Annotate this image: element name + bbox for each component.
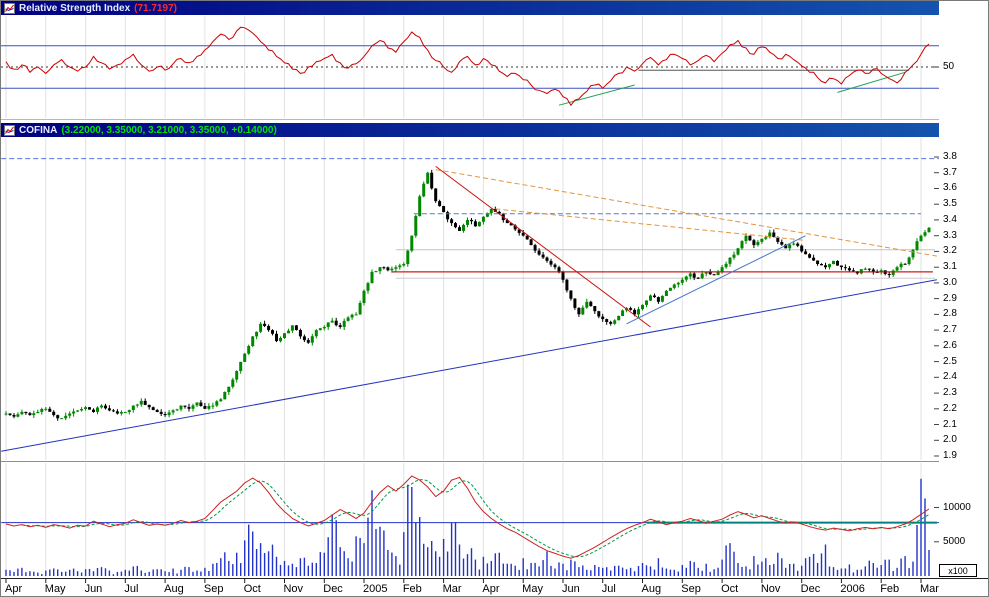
x-axis-month-label: Nov xyxy=(283,583,304,595)
price-axis-label: 3.3 xyxy=(943,229,957,241)
price-axis-label: 2.6 xyxy=(943,339,957,351)
rsi-axis-label: 50 xyxy=(943,61,955,72)
price-axis-label: 3.0 xyxy=(943,276,957,288)
x-axis-month-label: Jul xyxy=(124,583,139,595)
cofina-quote: (3.22000, 3.35000, 3.21000, 3.35000, +0.… xyxy=(61,124,277,136)
x-axis-month-label: Oct xyxy=(243,583,261,595)
x-axis-month-label: Sep xyxy=(681,583,701,595)
x-axis-ticks xyxy=(5,579,922,583)
volume-axis-label: 10000 xyxy=(943,501,971,513)
x-axis-month-label: May xyxy=(522,583,543,595)
x-axis-month-label: Mar xyxy=(442,583,462,595)
month-gridlines xyxy=(5,138,922,460)
price-axis-label: 2.1 xyxy=(943,418,957,430)
x-axis: Apr May Jun Jul Aug Sep Oct Nov Dec 2005 Feb Mar Apr… xyxy=(1,578,988,596)
rsi-title: Relative Strength Index xyxy=(19,2,131,14)
x-axis-month-label: Nov xyxy=(760,583,781,595)
price-axis-label: 3.4 xyxy=(943,213,957,225)
price-chart[interactable] xyxy=(1,137,939,461)
x-axis-month-label: Dec xyxy=(323,583,343,595)
price-axis-ticks xyxy=(934,156,939,457)
price-axis-label: 2.2 xyxy=(943,402,957,414)
price-axis-label: 2.8 xyxy=(943,308,957,320)
volume-axis-ticks xyxy=(934,507,939,543)
price-axis-label: 3.8 xyxy=(943,151,957,162)
x-axis-month-label: Mar xyxy=(920,583,939,595)
rsi-value: (71.7197) xyxy=(134,2,177,14)
price-axis-label: 2.7 xyxy=(943,324,957,336)
rsi-line xyxy=(5,26,930,107)
rsi-chart[interactable] xyxy=(1,15,939,119)
x-axis-month-label: Jun xyxy=(84,583,103,595)
x-axis-month-label: Apr xyxy=(482,583,500,595)
x-axis-month-label: Feb xyxy=(880,583,900,595)
volume-signal-line xyxy=(21,479,930,558)
price-axis-label: 3.5 xyxy=(943,198,957,210)
price-axis-label: 2.9 xyxy=(943,292,957,304)
price-axis-label: 2.5 xyxy=(943,355,957,367)
price-axis-label: 2.0 xyxy=(943,434,957,446)
price-axis-label: 3.1 xyxy=(943,261,957,273)
price-trendlines xyxy=(1,158,939,452)
x-axis-month-label: Aug xyxy=(164,583,184,595)
price-axis-label: 3.7 xyxy=(943,166,957,178)
cofina-title: COFINA xyxy=(19,124,58,136)
volume-bars xyxy=(5,478,930,576)
price-axis-label: 2.3 xyxy=(943,387,957,399)
cofina-titlebar[interactable]: COFINA (3.22000, 3.35000, 3.21000, 3.350… xyxy=(1,123,988,137)
x-axis-month-label: May xyxy=(44,583,66,595)
y-axis-gutter[interactable]: 50 3.8 3.7 3.6 3.5 3.4 3.3 3.2 3.1 3.0 2.9 2.8 2.7 2.… xyxy=(939,1,988,578)
volume-oscillator-line xyxy=(5,475,930,559)
volume-unit-label: x100 xyxy=(939,564,977,577)
volume-axis-label: 5000 xyxy=(943,535,966,547)
window-icon xyxy=(4,124,15,136)
x-axis-month-label: Feb xyxy=(402,583,422,595)
x-axis-month-label: Jul xyxy=(601,583,616,595)
pane-splitter[interactable] xyxy=(1,461,939,462)
panel-gap xyxy=(1,119,988,123)
window-icon xyxy=(4,2,15,14)
candlesticks xyxy=(4,169,931,421)
x-axis-month-label: Aug xyxy=(641,583,662,595)
price-axis-label: 1.9 xyxy=(943,450,957,461)
rsi-titlebar[interactable]: Relative Strength Index (71.7197) × xyxy=(1,1,988,15)
x-axis-month-label: Dec xyxy=(800,583,821,595)
x-axis-month-label: 2005 xyxy=(363,583,388,595)
volume-chart[interactable] xyxy=(1,462,939,578)
x-axis-month-label: Apr xyxy=(5,583,23,595)
price-axis-label: 3.6 xyxy=(943,182,957,194)
x-axis-month-label: Oct xyxy=(721,583,739,595)
price-axis-label: 3.2 xyxy=(943,245,957,257)
x-axis-month-label: Jun xyxy=(561,583,580,595)
price-axis-label: 2.4 xyxy=(943,371,957,383)
x-axis-month-label: 2006 xyxy=(840,583,865,595)
x-axis-month-label: Sep xyxy=(203,583,224,595)
